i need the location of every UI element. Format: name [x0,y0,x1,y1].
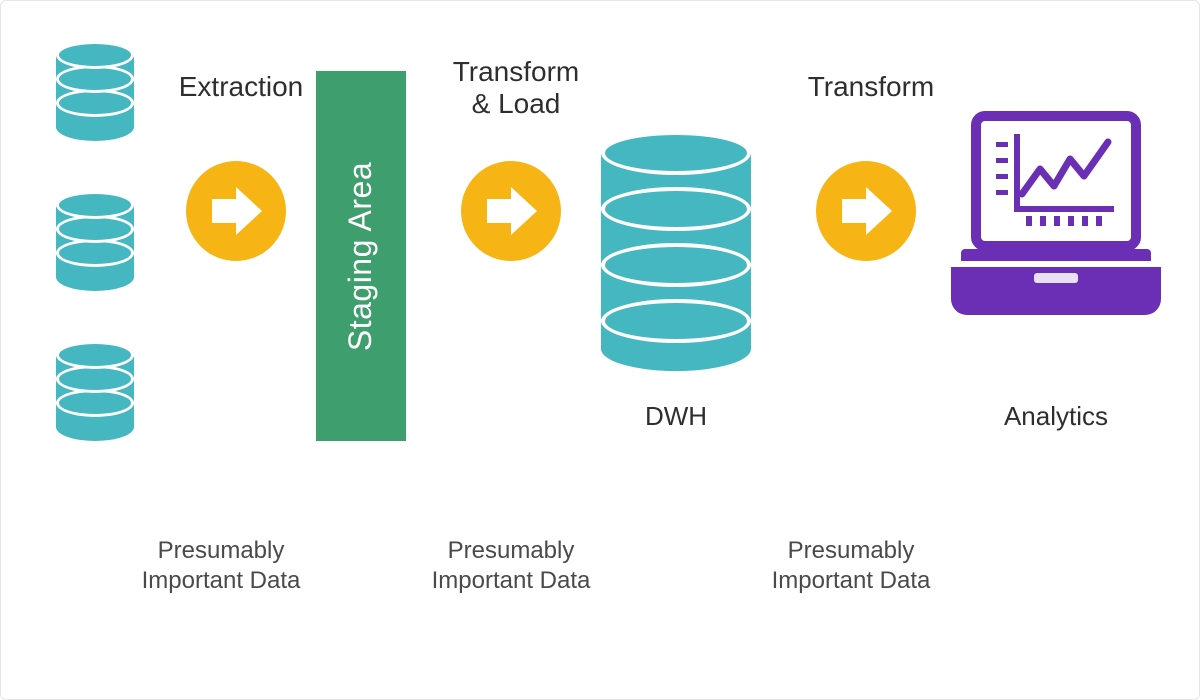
subtext-extraction: Presumably Important Data [111,536,331,596]
etl-flow-diagram: Extraction Staging Area Transform & Load… [0,0,1200,700]
database-icon [56,191,134,291]
source-db-3 [56,341,134,441]
analytics-label: Analytics [951,401,1161,432]
step-label-extraction: Extraction [151,71,331,103]
database-icon [56,41,134,141]
staging-area-block: Staging Area [316,71,406,441]
subtext-transform-load: Presumably Important Data [401,536,621,596]
database-icon [56,341,134,441]
dwh-database [601,131,751,371]
step-label-transform-load: Transform & Load [421,56,611,120]
source-db-1 [56,41,134,141]
staging-area-label: Staging Area [343,161,380,350]
subtext-transform: Presumably Important Data [741,536,961,596]
database-icon [601,131,751,371]
step-label-transform: Transform [781,71,961,103]
analytics-laptop-icon [951,111,1161,315]
arrow-right-icon [186,161,286,261]
chart-line-icon [996,134,1116,229]
dwh-label: DWH [601,401,751,432]
arrow-right-icon [461,161,561,261]
arrow-right-icon [816,161,916,261]
source-db-2 [56,191,134,291]
